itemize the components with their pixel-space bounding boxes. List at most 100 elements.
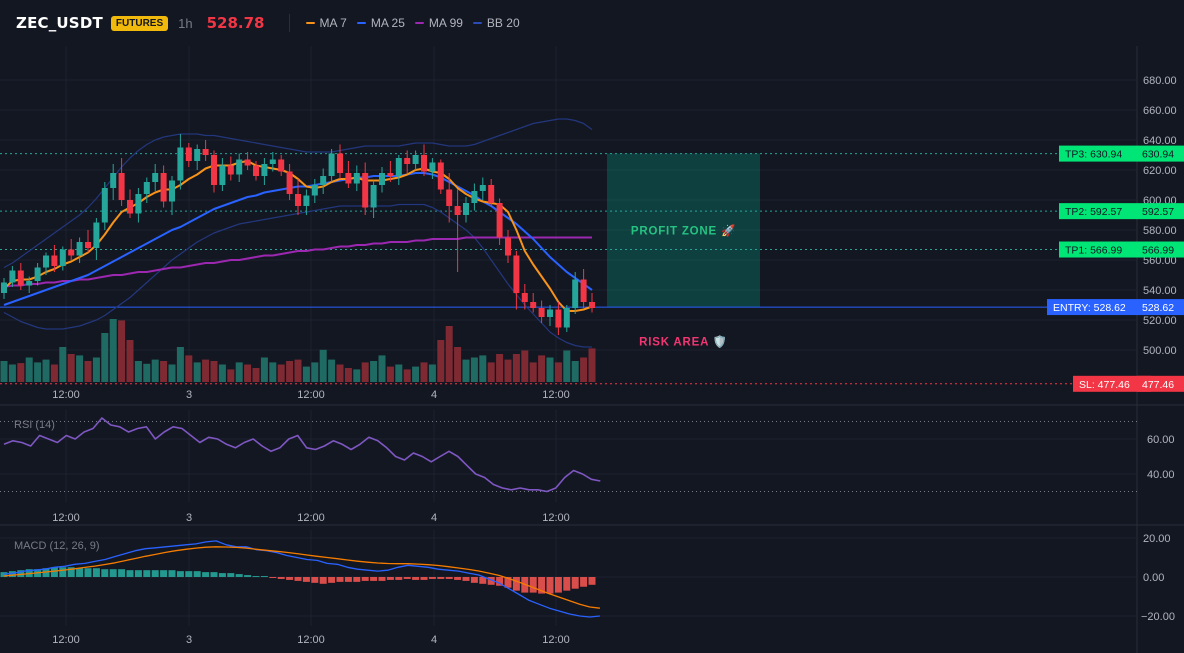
macd-histogram-bar — [420, 577, 428, 580]
volume-bar — [59, 347, 67, 382]
level-label-entry: ENTRY: 528.62 — [1053, 302, 1126, 314]
price-tick-label: 680.00 — [1143, 75, 1177, 87]
volume-bar — [361, 362, 369, 382]
macd-histogram-bar — [311, 577, 319, 583]
legend-bb20-label: BB 20 — [486, 16, 520, 30]
volume-bar — [42, 359, 50, 382]
volume-bar — [294, 359, 302, 382]
level-axis-label-sl: 477.46 — [1142, 379, 1174, 391]
legend-bb20[interactable]: BB 20 — [472, 16, 520, 30]
macd-histogram-bar — [328, 577, 336, 583]
macd-histogram-bar — [227, 573, 235, 577]
legend-ma99-swatch — [414, 22, 424, 24]
macd-histogram-bar — [235, 574, 243, 577]
symbol-name[interactable]: ZEC_USDT — [16, 14, 103, 32]
macd-histogram-bar — [412, 577, 420, 580]
candle-body — [580, 279, 587, 302]
candle-body — [421, 155, 427, 172]
level-label-bg-tp2 — [1059, 203, 1137, 220]
volume-bar — [529, 362, 537, 382]
time-tick-label: 4 — [431, 389, 437, 401]
candle-body — [513, 255, 520, 293]
candle-body — [93, 222, 100, 248]
price-tick-label: 540.00 — [1143, 285, 1177, 297]
macd-histogram-bar — [370, 577, 378, 581]
time-tick-label: 3 — [186, 634, 192, 646]
macd-histogram-bar — [554, 577, 562, 593]
volume-bar — [118, 320, 126, 382]
candle-body — [555, 309, 562, 328]
timeframe-label[interactable]: 1h — [178, 15, 193, 31]
macd-histogram-bar — [336, 577, 344, 582]
candle-body — [1, 282, 7, 293]
volume-bar — [8, 364, 16, 382]
macd-histogram-bar — [101, 569, 109, 577]
volume-bar — [412, 366, 420, 382]
candle-body — [286, 171, 293, 194]
legend-ma99[interactable]: MA 99 — [414, 16, 463, 30]
candle-body — [303, 195, 310, 206]
candle-body — [479, 185, 486, 191]
macd-histogram-bar — [168, 570, 176, 577]
candle-body — [328, 153, 335, 176]
level-axis-bg-entry — [1137, 299, 1184, 316]
time-tick-label: 3 — [186, 512, 192, 524]
rsi-title: RSI (14) — [14, 419, 55, 431]
level-label-tp2: TP2: 592.57 — [1065, 206, 1122, 218]
candle-body — [169, 180, 175, 202]
volume-bar — [470, 357, 478, 382]
legend-ma7-swatch — [305, 22, 315, 24]
macd-histogram-bar — [151, 570, 159, 577]
macd-histogram-bar — [176, 571, 184, 577]
level-label-bg-sl — [1073, 375, 1151, 392]
candle-body — [320, 176, 327, 185]
legend-ma25[interactable]: MA 25 — [356, 16, 405, 30]
macd-line — [3, 540, 600, 618]
price-tick-label: 640.00 — [1143, 135, 1177, 147]
candle-body — [85, 242, 91, 248]
macd-histogram-bar — [143, 570, 151, 577]
candle-body — [68, 249, 75, 256]
level-axis-label-tp1: 566.99 — [1142, 245, 1174, 257]
candle-body — [370, 185, 377, 208]
time-tick-label: 12:00 — [52, 389, 80, 401]
volume-bar — [50, 364, 58, 382]
level-label-sl: SL: 477.46 — [1079, 379, 1130, 391]
volume-bar — [462, 359, 470, 382]
macd-tick-label: 20.00 — [1143, 533, 1171, 545]
volume-bar — [185, 355, 193, 382]
macd-histogram-bar — [202, 572, 210, 577]
volume-bar — [134, 361, 142, 382]
candle-body — [76, 242, 83, 256]
time-tick-label: 12:00 — [297, 634, 325, 646]
volume-bar — [92, 357, 100, 382]
volume-bar — [244, 364, 252, 382]
candle-body — [387, 173, 394, 176]
macd-histogram-bar — [378, 577, 386, 581]
macd-histogram-bar — [580, 577, 588, 587]
macd-histogram-bar — [42, 568, 50, 577]
legend-ma7[interactable]: MA 7 — [305, 16, 347, 30]
legend-bb20-swatch — [472, 22, 482, 24]
volume-bar — [344, 368, 352, 382]
candle-body — [26, 281, 33, 286]
volume-bar — [445, 326, 453, 382]
level-label-tp1: TP1: 566.99 — [1065, 245, 1122, 257]
macd-histogram-bar — [109, 569, 117, 577]
candle-body — [521, 293, 528, 302]
candle-body — [488, 185, 495, 203]
candle-body — [362, 173, 369, 208]
macd-histogram-bar — [470, 577, 478, 583]
chart-header: ZEC_USDT FUTURES 1h 528.78 MA 7 MA 25 MA… — [0, 0, 1184, 46]
macd-histogram-bar — [134, 570, 142, 577]
time-tick-label: 12:00 — [297, 389, 325, 401]
volume-bar — [109, 319, 117, 382]
volume-bar — [34, 362, 42, 382]
level-axis-bg-tp1 — [1137, 241, 1184, 258]
candle-body — [463, 203, 469, 215]
rsi-tick-label: 40.00 — [1147, 469, 1175, 481]
price-tick-label: 500.00 — [1143, 345, 1177, 357]
macd-histogram-bar — [59, 567, 67, 577]
